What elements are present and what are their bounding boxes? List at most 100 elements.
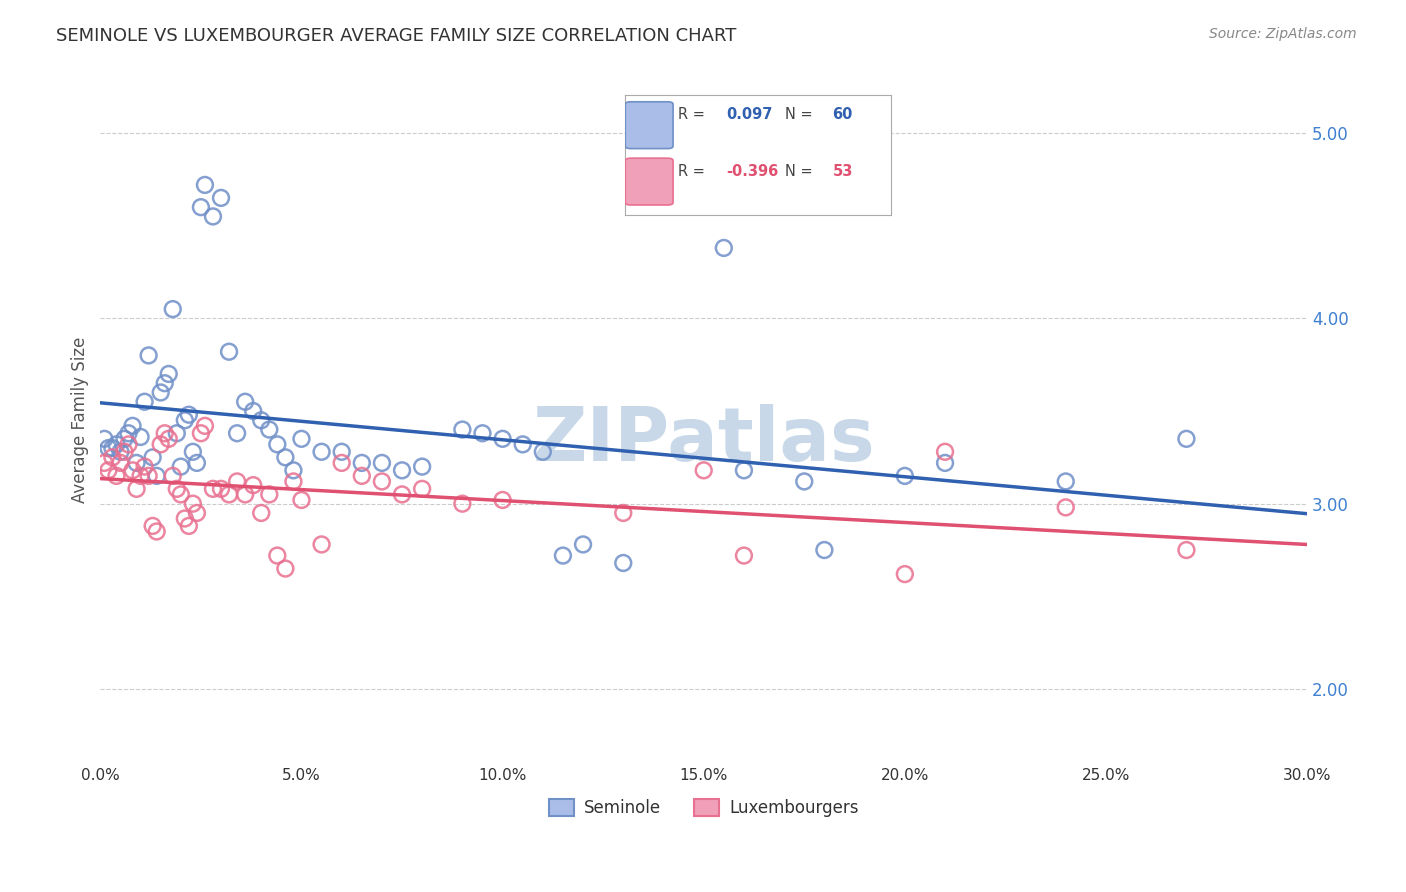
Point: [166, 482, 188, 496]
Point: [330, 456, 353, 470]
Point: [186, 506, 208, 520]
Point: [1054, 475, 1077, 489]
Point: [259, 423, 281, 437]
Point: [186, 456, 208, 470]
Point: [181, 497, 204, 511]
Point: [209, 191, 232, 205]
Point: [283, 463, 305, 477]
Point: [101, 450, 124, 465]
Point: [117, 426, 139, 441]
Point: [934, 444, 956, 458]
Point: [894, 468, 917, 483]
Point: [226, 475, 249, 489]
Point: [97, 441, 120, 455]
Point: [129, 468, 152, 483]
Point: [1054, 500, 1077, 515]
Point: [290, 432, 312, 446]
Point: [491, 432, 513, 446]
Point: [117, 437, 139, 451]
Point: [233, 487, 256, 501]
Point: [733, 463, 755, 477]
Point: [733, 549, 755, 563]
Point: [491, 493, 513, 508]
Point: [330, 444, 353, 458]
Point: [1175, 432, 1198, 446]
Point: [181, 444, 204, 458]
Point: [283, 475, 305, 489]
Point: [391, 487, 413, 501]
Point: [170, 459, 193, 474]
Point: [242, 404, 264, 418]
Point: [451, 497, 474, 511]
Point: [201, 482, 224, 496]
Point: [162, 468, 184, 483]
Point: [813, 543, 835, 558]
Point: [209, 482, 232, 496]
Point: [311, 444, 333, 458]
Point: [242, 478, 264, 492]
Point: [512, 437, 534, 451]
Point: [110, 456, 132, 470]
Point: [266, 549, 288, 563]
Point: [142, 450, 165, 465]
Point: [451, 423, 474, 437]
Point: [157, 367, 180, 381]
Point: [218, 487, 240, 501]
Point: [114, 444, 136, 458]
Text: ZIPatlas: ZIPatlas: [533, 404, 875, 477]
Point: [218, 344, 240, 359]
Point: [134, 459, 156, 474]
Point: [531, 444, 554, 458]
Point: [201, 210, 224, 224]
Point: [894, 567, 917, 582]
Point: [551, 549, 574, 563]
Point: [274, 450, 297, 465]
Point: [138, 468, 160, 483]
Point: [101, 441, 124, 455]
Point: [612, 556, 634, 570]
Point: [274, 561, 297, 575]
Point: [250, 506, 273, 520]
Point: [226, 426, 249, 441]
Text: SEMINOLE VS LUXEMBOURGER AVERAGE FAMILY SIZE CORRELATION CHART: SEMINOLE VS LUXEMBOURGER AVERAGE FAMILY …: [56, 27, 737, 45]
Point: [350, 468, 373, 483]
Point: [93, 456, 115, 470]
Point: [134, 394, 156, 409]
Point: [250, 413, 273, 427]
Point: [125, 456, 148, 470]
Point: [190, 200, 212, 214]
Point: [142, 519, 165, 533]
Point: [194, 418, 217, 433]
Point: [612, 506, 634, 520]
Point: [145, 468, 167, 483]
Point: [121, 418, 143, 433]
Point: [194, 178, 217, 192]
Point: [125, 482, 148, 496]
Point: [145, 524, 167, 539]
Point: [350, 456, 373, 470]
Point: [138, 348, 160, 362]
Point: [371, 475, 394, 489]
Point: [166, 426, 188, 441]
Legend: Seminole, Luxembourgers: Seminole, Luxembourgers: [543, 792, 865, 823]
Point: [572, 537, 595, 551]
Point: [93, 432, 115, 446]
Point: [129, 430, 152, 444]
Point: [153, 426, 176, 441]
Point: [713, 241, 735, 255]
Point: [266, 437, 288, 451]
Point: [471, 426, 494, 441]
Point: [157, 432, 180, 446]
Point: [290, 493, 312, 508]
Point: [693, 463, 716, 477]
Point: [233, 394, 256, 409]
Point: [110, 444, 132, 458]
Point: [177, 519, 200, 533]
Point: [170, 487, 193, 501]
Point: [121, 463, 143, 477]
Point: [114, 432, 136, 446]
Point: [177, 408, 200, 422]
Point: [391, 463, 413, 477]
Point: [411, 482, 433, 496]
Text: Source: ZipAtlas.com: Source: ZipAtlas.com: [1209, 27, 1357, 41]
